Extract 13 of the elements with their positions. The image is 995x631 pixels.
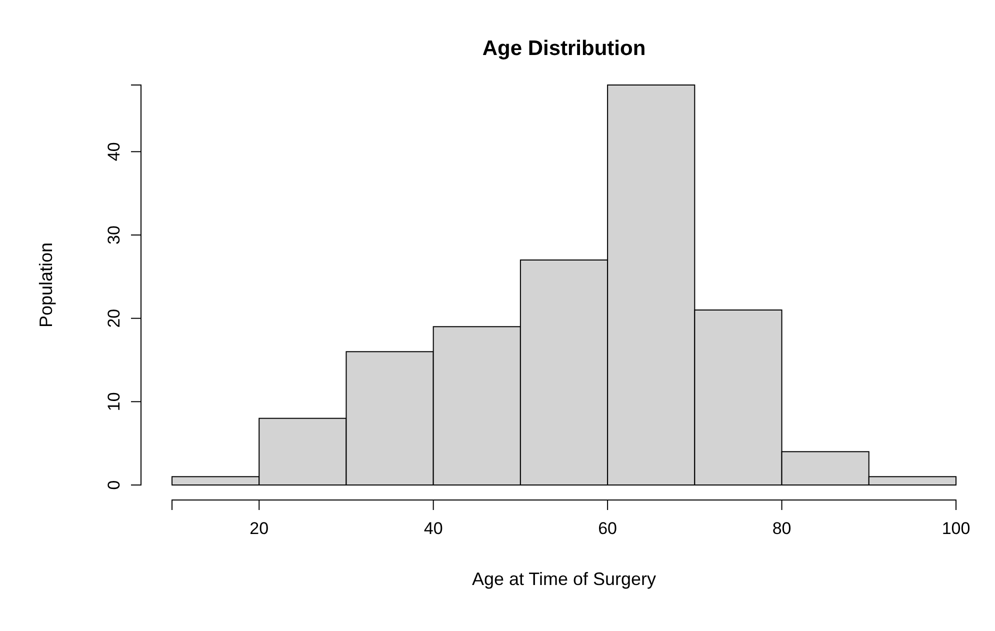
- y-tick-label: 40: [104, 142, 124, 162]
- x-tick-label: 100: [942, 519, 970, 538]
- x-tick-label: 40: [424, 519, 443, 538]
- chart-title: Age Distribution: [482, 37, 646, 60]
- x-tick-label: 80: [772, 519, 792, 538]
- x-tick-label: 60: [598, 519, 618, 538]
- x-tick-label: 20: [250, 519, 269, 538]
- y-axis-title: Population: [36, 242, 56, 328]
- y-tick-label: 30: [104, 226, 124, 244]
- x-axis-title: Age at Time of Surgery: [472, 569, 656, 589]
- y-tick-label: 10: [104, 392, 124, 412]
- y-tick-label: 0: [104, 480, 124, 490]
- y-tick-label: 20: [104, 308, 124, 328]
